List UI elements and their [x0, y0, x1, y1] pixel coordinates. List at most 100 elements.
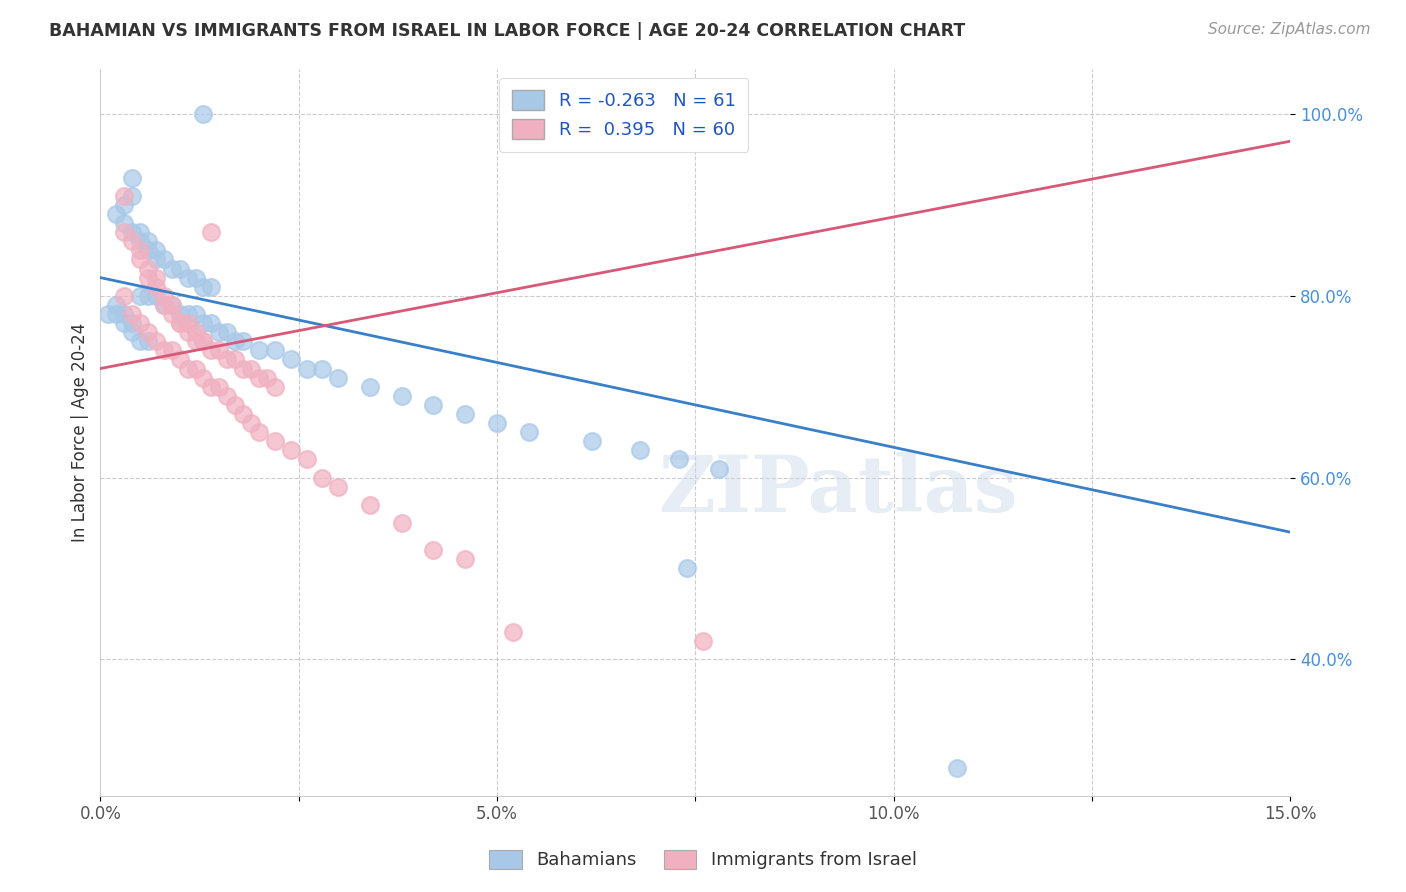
- Point: [946, 762, 969, 776]
- Point: [240, 416, 263, 430]
- Point: [129, 316, 152, 330]
- Point: [136, 325, 159, 339]
- Point: [176, 307, 198, 321]
- Point: [121, 234, 143, 248]
- Legend: R = -0.263   N = 61, R =  0.395   N = 60: R = -0.263 N = 61, R = 0.395 N = 60: [499, 78, 748, 152]
- Point: [160, 343, 183, 358]
- Point: [517, 425, 540, 439]
- Point: [502, 625, 524, 640]
- Point: [184, 361, 207, 376]
- Point: [668, 452, 690, 467]
- Point: [160, 261, 183, 276]
- Point: [256, 370, 278, 384]
- Point: [628, 443, 651, 458]
- Point: [112, 216, 135, 230]
- Point: [145, 252, 167, 267]
- Point: [295, 452, 318, 467]
- Point: [112, 316, 135, 330]
- Point: [121, 325, 143, 339]
- Point: [217, 325, 239, 339]
- Point: [224, 398, 246, 412]
- Point: [224, 334, 246, 349]
- Point: [676, 561, 699, 575]
- Point: [311, 470, 333, 484]
- Point: [247, 425, 270, 439]
- Point: [145, 279, 167, 293]
- Point: [145, 334, 167, 349]
- Point: [136, 334, 159, 349]
- Point: [136, 261, 159, 276]
- Point: [112, 198, 135, 212]
- Point: [129, 244, 152, 258]
- Point: [153, 298, 176, 312]
- Point: [136, 289, 159, 303]
- Point: [454, 407, 477, 421]
- Point: [129, 334, 152, 349]
- Point: [184, 270, 207, 285]
- Point: [263, 380, 285, 394]
- Point: [153, 289, 176, 303]
- Point: [422, 398, 444, 412]
- Point: [176, 361, 198, 376]
- Point: [193, 334, 215, 349]
- Point: [707, 461, 730, 475]
- Point: [153, 252, 176, 267]
- Point: [169, 316, 191, 330]
- Point: [129, 252, 152, 267]
- Y-axis label: In Labor Force | Age 20-24: In Labor Force | Age 20-24: [72, 323, 89, 541]
- Point: [295, 361, 318, 376]
- Point: [247, 370, 270, 384]
- Point: [145, 289, 167, 303]
- Point: [145, 244, 167, 258]
- Point: [208, 325, 231, 339]
- Point: [136, 234, 159, 248]
- Point: [105, 298, 128, 312]
- Point: [391, 516, 413, 530]
- Point: [208, 343, 231, 358]
- Point: [169, 316, 191, 330]
- Point: [176, 316, 198, 330]
- Point: [129, 289, 152, 303]
- Point: [240, 361, 263, 376]
- Point: [263, 343, 285, 358]
- Point: [160, 298, 183, 312]
- Point: [422, 543, 444, 558]
- Point: [224, 352, 246, 367]
- Point: [112, 188, 135, 202]
- Point: [217, 389, 239, 403]
- Point: [217, 352, 239, 367]
- Point: [359, 498, 381, 512]
- Point: [280, 352, 302, 367]
- Point: [232, 361, 254, 376]
- Point: [200, 343, 222, 358]
- Point: [391, 389, 413, 403]
- Point: [105, 307, 128, 321]
- Point: [105, 207, 128, 221]
- Point: [200, 380, 222, 394]
- Point: [121, 188, 143, 202]
- Point: [121, 170, 143, 185]
- Point: [169, 307, 191, 321]
- Point: [454, 552, 477, 566]
- Point: [247, 343, 270, 358]
- Point: [121, 316, 143, 330]
- Point: [193, 370, 215, 384]
- Point: [176, 270, 198, 285]
- Point: [160, 298, 183, 312]
- Legend: Bahamians, Immigrants from Israel: Bahamians, Immigrants from Israel: [481, 841, 925, 879]
- Point: [328, 370, 350, 384]
- Point: [328, 480, 350, 494]
- Point: [153, 343, 176, 358]
- Point: [311, 361, 333, 376]
- Point: [153, 298, 176, 312]
- Point: [280, 443, 302, 458]
- Point: [208, 380, 231, 394]
- Point: [193, 334, 215, 349]
- Point: [193, 279, 215, 293]
- Point: [136, 270, 159, 285]
- Point: [129, 234, 152, 248]
- Point: [184, 334, 207, 349]
- Point: [232, 407, 254, 421]
- Point: [184, 325, 207, 339]
- Point: [263, 434, 285, 449]
